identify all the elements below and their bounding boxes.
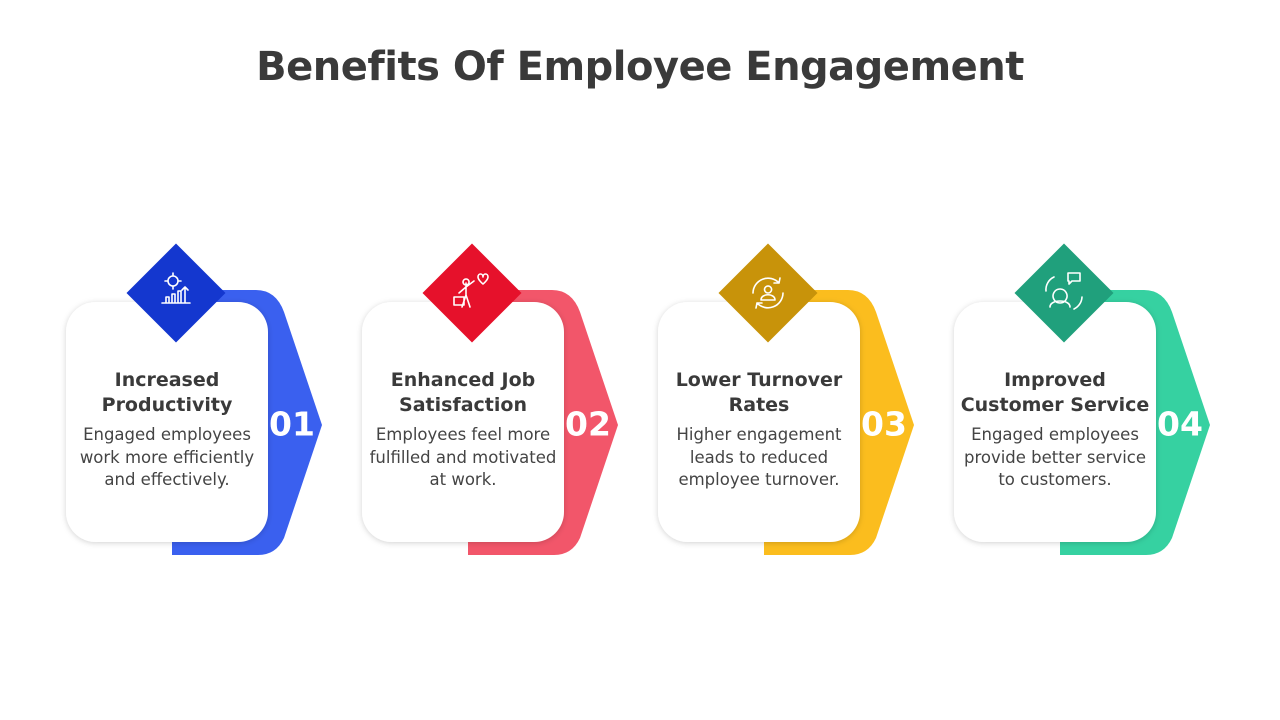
- step-description: Engaged employees provide better service…: [963, 425, 1147, 490]
- step: 04: [954, 243, 1210, 555]
- step-text: Improved Customer Service Engaged employe…: [960, 340, 1150, 520]
- step-card: [66, 302, 268, 542]
- icon-diamond: [126, 243, 226, 343]
- step-card: [362, 302, 564, 542]
- step-text: Enhanced Job Satisfaction Employees feel …: [368, 340, 558, 520]
- step-text: Increased Productivity Engaged employees …: [72, 340, 262, 520]
- step: 03: [658, 243, 914, 555]
- step-text: Lower Turnover Rates Higher engagement le…: [664, 340, 854, 520]
- step-number: 02: [565, 405, 611, 444]
- icon: [1045, 272, 1083, 310]
- step-title: Improved Customer Service: [960, 369, 1150, 417]
- icon: [453, 273, 489, 308]
- step-card: [658, 302, 860, 542]
- icon: [752, 277, 784, 309]
- step-card: [954, 302, 1156, 542]
- step-description: Engaged employees work more efficiently …: [79, 425, 255, 490]
- step-title: Enhanced Job Satisfaction: [390, 369, 536, 417]
- step: 01: [66, 243, 322, 555]
- step-description: Employees feel more fulfilled and motiva…: [369, 425, 557, 490]
- step-description: Higher engagement leads to reduced emplo…: [676, 425, 842, 490]
- step-title: Increased Productivity: [101, 369, 233, 417]
- step-number: 03: [861, 405, 907, 444]
- icon: [161, 272, 191, 304]
- step-title: Lower Turnover Rates: [675, 369, 843, 417]
- slide-title: Benefits Of Employee Engagement: [256, 44, 1024, 90]
- step-number: 01: [269, 405, 315, 444]
- step-number: 04: [1157, 405, 1203, 444]
